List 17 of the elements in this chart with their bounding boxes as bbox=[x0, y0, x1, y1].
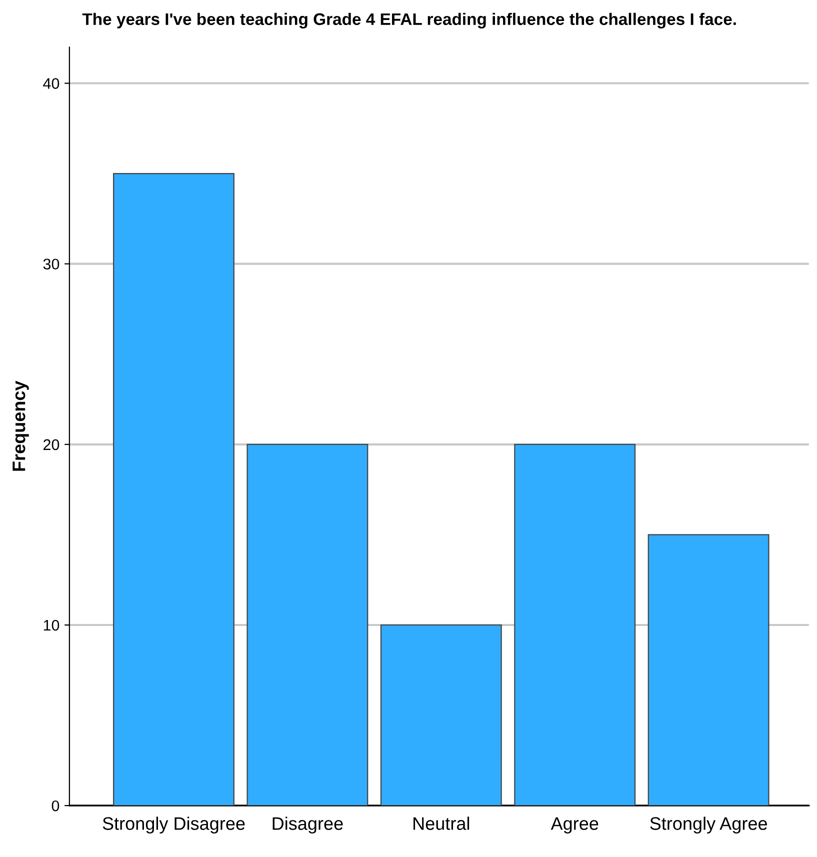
x-tick-label: Strongly Disagree bbox=[102, 816, 245, 834]
bar bbox=[246, 444, 368, 806]
x-tick-label: Strongly Agree bbox=[650, 816, 767, 834]
y-tick-label: 40 bbox=[43, 78, 60, 89]
x-tick-label: Neutral bbox=[414, 816, 470, 830]
x-tick-label: Agree bbox=[550, 817, 598, 834]
bar bbox=[514, 444, 636, 806]
y-axis-title: Frequency bbox=[12, 380, 29, 471]
bar bbox=[648, 534, 770, 806]
x-tick-label: Disagree bbox=[272, 816, 343, 834]
y-tick-label: 0 bbox=[52, 800, 60, 812]
bar bbox=[113, 172, 234, 806]
bar bbox=[380, 624, 502, 806]
chart-title: The years I've been teaching Grade 4 EFAL reading influence the challenges I face. bbox=[82, 12, 736, 28]
y-tick-label: 30 bbox=[43, 258, 60, 270]
y-tick-label: 20 bbox=[44, 439, 60, 450]
y-tick-label: 10 bbox=[44, 620, 60, 631]
